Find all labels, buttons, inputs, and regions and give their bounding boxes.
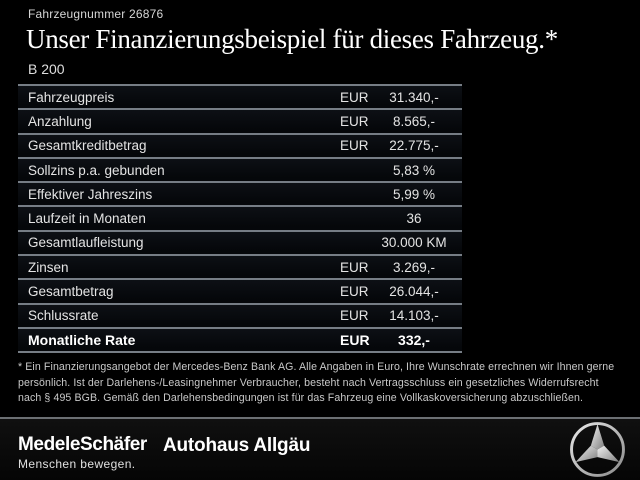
- row-label: Anzahlung: [28, 113, 92, 129]
- table-row: Gesamtkreditbetrag EUR 22.775,-: [18, 134, 462, 159]
- row-value: 26.044,-: [389, 284, 439, 300]
- row-currency: EUR: [340, 308, 369, 324]
- table-row: Gesamtlaufleistung 30.000 KM: [18, 231, 462, 257]
- row-value: 3.269,-: [392, 259, 436, 275]
- row-currency: EUR: [340, 138, 369, 154]
- footnote-text: * Ein Finanzierungsangebot der Mercedes-…: [18, 361, 615, 404]
- financing-table: Fahrzeugpreis EUR 31.340,- Anzahlung EUR…: [18, 84, 462, 354]
- row-value: 30.000 KM: [381, 235, 447, 251]
- table-row: Monatliche Rate EUR 332,-: [18, 328, 462, 354]
- row-value: 31.340,-: [389, 89, 439, 105]
- table-row: Gesamtbetrag EUR 26.044,-: [18, 280, 462, 305]
- table-row: Laufzeit in Monaten 36: [18, 207, 462, 232]
- mercedes-star-icon: [570, 422, 625, 477]
- footer-divider: [0, 417, 640, 419]
- row-value: 8.565,-: [392, 113, 436, 129]
- row-label: Sollzins p.a. gebunden: [28, 162, 165, 178]
- row-currency: EUR: [340, 89, 369, 105]
- row-label: Zinsen: [28, 259, 69, 275]
- row-currency: EUR: [340, 259, 369, 275]
- dealer-tagline: Menschen bewegen.: [18, 457, 136, 471]
- row-label: Laufzeit in Monaten: [28, 211, 146, 227]
- table-row: Schlussrate EUR 14.103,-: [18, 304, 462, 329]
- row-label: Gesamtlaufleistung: [28, 235, 144, 251]
- row-value: 36: [406, 211, 422, 227]
- row-value: 5,99 %: [392, 186, 436, 202]
- row-value: 332,-: [398, 332, 430, 349]
- table-row: Anzahlung EUR 8.565,-: [18, 110, 462, 135]
- page-title: Unser Finanzierungsbeispiel für dieses F…: [26, 24, 558, 54]
- table-row: Fahrzeugpreis EUR 31.340,-: [18, 86, 462, 111]
- row-label: Fahrzeugpreis: [28, 89, 115, 105]
- row-label: Monatliche Rate: [28, 332, 136, 349]
- dealer-logo-autohaus-allgaeu: Autohaus Allgäu: [163, 435, 311, 456]
- table-row: Effektiver Jahreszins 5,99 %: [18, 183, 462, 208]
- footer-bar: MedeleSchäfer Menschen bewegen. Autohaus…: [0, 419, 640, 480]
- row-currency: EUR: [340, 113, 369, 129]
- row-currency: EUR: [340, 332, 370, 349]
- vehicle-number: Fahrzeugnummer 26876: [28, 7, 164, 21]
- dealer-logo-medele-schaefer: MedeleSchäfer: [18, 434, 147, 455]
- row-label: Gesamtbetrag: [28, 284, 114, 300]
- table-row: Sollzins p.a. gebunden 5,83 %: [18, 158, 462, 184]
- row-value: 14.103,-: [389, 308, 439, 324]
- row-label: Effektiver Jahreszins: [28, 186, 153, 202]
- row-value: 5,83 %: [392, 162, 436, 178]
- row-label: Gesamtkreditbetrag: [28, 138, 147, 154]
- model-name: B 200: [28, 61, 65, 77]
- row-currency: EUR: [340, 284, 369, 300]
- row-label: Schlussrate: [28, 308, 99, 324]
- row-value: 22.775,-: [389, 138, 439, 154]
- table-row: Zinsen EUR 3.269,-: [18, 256, 462, 281]
